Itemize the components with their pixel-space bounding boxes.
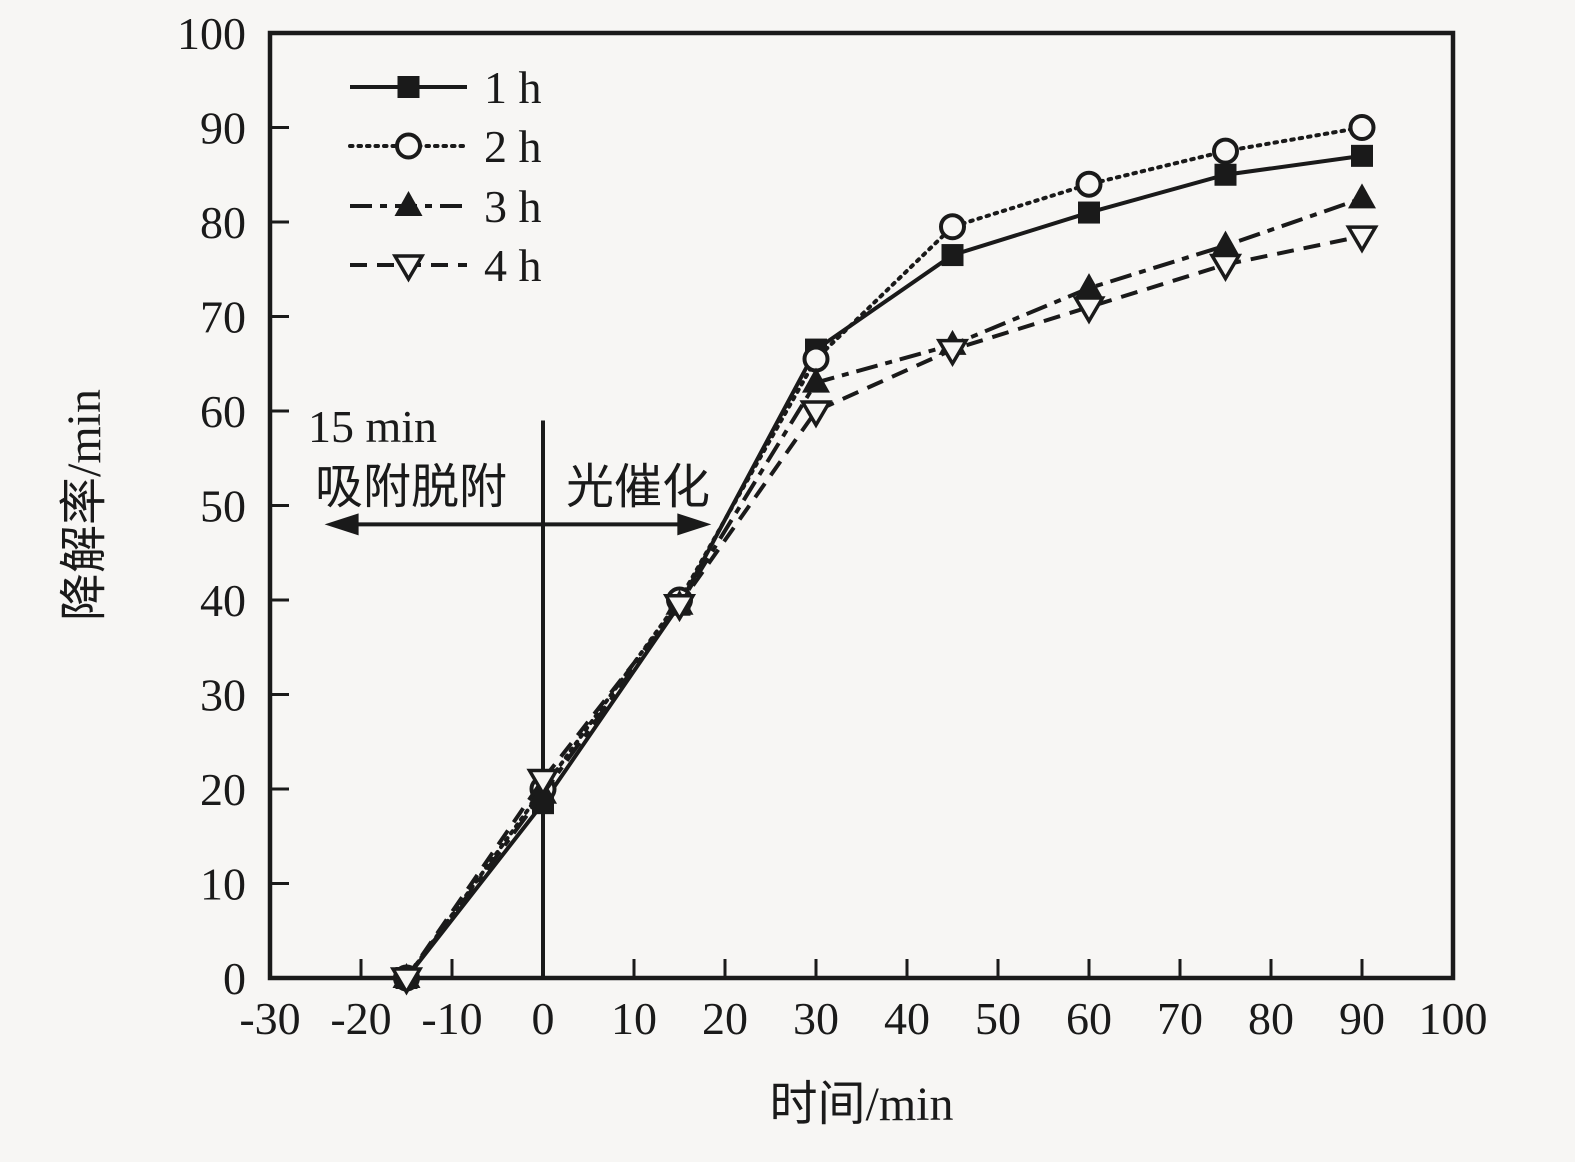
x-tick-label: -20	[330, 993, 391, 1044]
x-tick-label: 60	[1066, 993, 1112, 1044]
x-tick-label: 90	[1339, 993, 1385, 1044]
legend-item-4h: 4 h	[350, 240, 542, 291]
y-tick-label: 100	[177, 8, 246, 59]
y-axis: 0 10 20 30 40 50 60 70 80 90 100	[177, 8, 289, 1004]
marker-filled-square	[1351, 144, 1373, 167]
marker-open-circle	[802, 345, 830, 373]
legend-label: 1 h	[484, 62, 542, 113]
marker-open-triangle-down	[935, 338, 970, 368]
marker-open-circle	[1212, 137, 1239, 165]
y-tick-label: 0	[223, 953, 246, 1004]
y-tick-label: 80	[200, 197, 246, 248]
arrow-head-left-icon	[324, 513, 359, 536]
marker-open-circle	[939, 213, 966, 241]
series-line	[404, 153, 1363, 980]
marker-filled-triangle-up	[394, 191, 423, 216]
duration-label: 15 min	[308, 401, 437, 452]
legend-label: 2 h	[484, 121, 542, 172]
phase-right-label: 光催化	[566, 461, 710, 514]
y-tick-label: 20	[200, 764, 246, 815]
legend-item-2h: 2 h	[348, 121, 542, 172]
x-tick-label: 30	[793, 993, 839, 1044]
y-tick-label: 70	[200, 292, 246, 343]
marker-filled-triangle-up	[1348, 183, 1376, 209]
marker-open-triangle-down	[1072, 296, 1106, 325]
x-axis-title: 时间/min	[769, 1078, 953, 1131]
marker-open-circle	[1075, 170, 1103, 198]
y-tick-label: 90	[200, 103, 246, 154]
marker-filled-square	[397, 76, 420, 98]
marker-open-circle	[1348, 114, 1376, 141]
marker-filled-square	[1078, 201, 1100, 224]
series-line	[404, 196, 1363, 980]
marker-filled-triangle-up	[802, 367, 830, 393]
x-tick-label: -10	[421, 993, 482, 1044]
marker-filled-triangle-up	[1211, 230, 1240, 256]
legend: 1 h 2 h 3 h 4 h	[348, 62, 542, 291]
y-tick-label: 30	[200, 670, 246, 721]
marker-open-circle	[395, 132, 422, 160]
x-tick-label: 80	[1248, 993, 1294, 1044]
x-tick-label: 20	[702, 993, 748, 1044]
phase-annotation: 15 min 吸附脱附 光催化	[308, 401, 712, 978]
x-tick-label: 100	[1419, 993, 1488, 1044]
y-tick-label: 60	[200, 386, 246, 437]
x-tick-label: 10	[611, 993, 657, 1044]
x-tick-label: -30	[239, 993, 300, 1044]
y-axis-title: 降解率/min	[58, 389, 111, 621]
series-4h	[389, 225, 1379, 996]
y-tick-label: 50	[200, 481, 246, 532]
phase-left-label: 吸附脱附	[315, 461, 507, 514]
x-tick-label: 50	[975, 993, 1021, 1044]
marker-open-triangle-down	[1345, 225, 1379, 254]
marker-filled-triangle-up	[1075, 273, 1103, 299]
legend-label: 3 h	[484, 181, 542, 232]
marker-open-triangle-down	[526, 768, 560, 798]
marker-filled-square	[1214, 163, 1237, 186]
x-tick-label: 70	[1157, 993, 1203, 1044]
marker-filled-square	[941, 244, 964, 267]
series-line	[404, 125, 1364, 980]
x-tick-label: 0	[532, 993, 555, 1044]
marker-open-triangle-down	[389, 967, 424, 996]
series-line	[404, 234, 1363, 980]
x-tick-label: 40	[884, 993, 930, 1044]
marker-open-triangle-down	[799, 400, 833, 429]
y-tick-label: 10	[200, 859, 246, 910]
arrow-head-right-icon	[677, 513, 712, 536]
marker-open-triangle-down	[1208, 253, 1243, 282]
y-tick-label: 40	[200, 575, 246, 626]
x-axis: -30 -20 -10 0 10 20 30 40 50 60 70 80 90 100	[239, 959, 1488, 1044]
legend-item-1h: 1 h	[350, 62, 542, 113]
legend-label: 4 h	[484, 240, 542, 291]
marker-open-triangle-down	[662, 593, 697, 623]
marker-open-triangle-down	[391, 254, 426, 283]
legend-item-3h: 3 h	[350, 181, 542, 232]
